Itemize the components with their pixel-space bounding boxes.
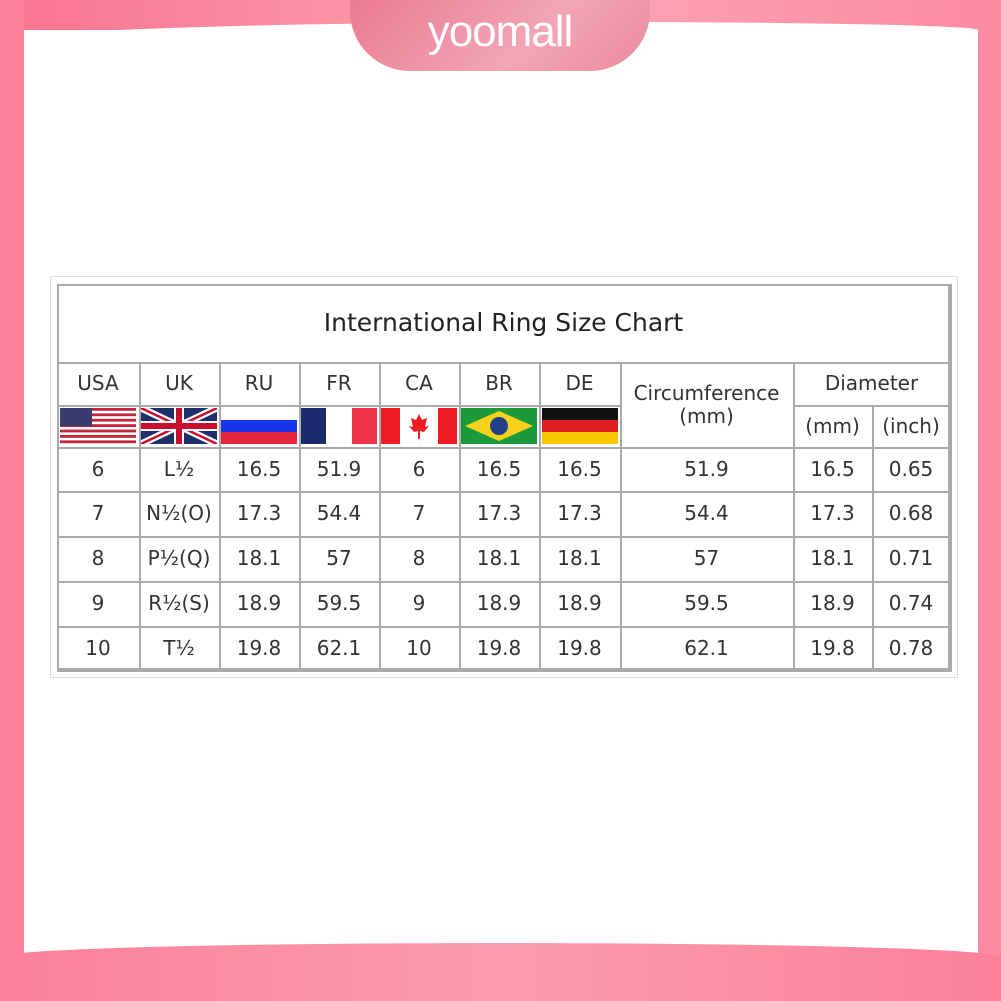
table-cell: 19.8 <box>459 626 541 672</box>
flag-cell-ru <box>219 405 301 449</box>
table-cell: 18.1 <box>793 536 874 583</box>
table-cell: L½ <box>139 447 221 493</box>
circumference-label: Circumference <box>633 380 780 405</box>
logo-text: yoomall <box>427 6 574 56</box>
diameter-unit-inch: (inch) <box>872 405 952 449</box>
flag-cell-uk <box>139 405 221 449</box>
table-cell: 18.9 <box>459 581 541 628</box>
table-cell: 17.3 <box>459 491 541 538</box>
flag-cell-usa <box>57 405 141 449</box>
table-cell: 18.9 <box>793 581 874 628</box>
column-header-usa: USA <box>57 362 141 407</box>
table-cell: 7 <box>379 491 461 538</box>
brazil-flag-icon <box>461 408 537 444</box>
table-cell: 17.3 <box>219 491 301 538</box>
chart-border <box>50 276 958 678</box>
flag-cell-ca <box>379 405 461 449</box>
diameter-header: Diameter <box>793 362 952 407</box>
brand-logo: yoomall <box>350 0 650 71</box>
table-cell: 0.74 <box>872 581 952 628</box>
chart-title: International Ring Size Chart <box>57 284 952 364</box>
france-flag-icon <box>301 408 377 444</box>
frame-right <box>978 0 1001 1001</box>
circumference-unit: (mm) <box>679 403 734 428</box>
table-cell: 59.5 <box>620 581 795 628</box>
table-cell: P½(Q) <box>139 536 221 583</box>
flag-cell-br <box>459 405 541 449</box>
table-cell: 18.9 <box>539 581 622 628</box>
table-cell: 0.78 <box>872 626 952 672</box>
table-cell: 57 <box>620 536 795 583</box>
table-cell: 62.1 <box>620 626 795 672</box>
circumference-header: Circumference (mm) <box>620 362 795 449</box>
table-cell: 6 <box>57 447 141 493</box>
table-cell: 10 <box>57 626 141 672</box>
table-cell: 9 <box>379 581 461 628</box>
germany-flag-icon <box>541 408 618 444</box>
table-cell: T½ <box>139 626 221 672</box>
table-cell: 18.9 <box>219 581 301 628</box>
table-cell: 0.71 <box>872 536 952 583</box>
frame-left <box>0 0 24 1001</box>
table-cell: 59.5 <box>299 581 381 628</box>
table-cell: 0.68 <box>872 491 952 538</box>
russia-flag-icon <box>221 408 297 444</box>
table-cell: 0.65 <box>872 447 952 493</box>
table-cell: 18.1 <box>219 536 301 583</box>
table-cell: 16.5 <box>539 447 622 493</box>
table-cell: 54.4 <box>299 491 381 538</box>
diameter-unit-mm: (mm) <box>793 405 874 449</box>
table-cell: 10 <box>379 626 461 672</box>
table-cell: 6 <box>379 447 461 493</box>
table-cell: 17.3 <box>539 491 622 538</box>
column-header-uk: UK <box>139 362 221 407</box>
ring-size-table: International Ring Size Chart USA UK RU FR CA… <box>57 284 952 672</box>
column-header-ca: CA <box>379 362 461 407</box>
column-header-br: BR <box>459 362 541 407</box>
table-cell: 18.1 <box>539 536 622 583</box>
table-cell: 16.5 <box>459 447 541 493</box>
table-cell: 7 <box>57 491 141 538</box>
column-header-ru: RU <box>219 362 301 407</box>
table-cell: 18.1 <box>459 536 541 583</box>
canada-flag-icon <box>381 408 457 444</box>
column-header-fr: FR <box>299 362 381 407</box>
table-cell: 19.8 <box>793 626 874 672</box>
frame-bottom <box>0 943 1001 1001</box>
column-header-de: DE <box>539 362 622 407</box>
uk-flag-icon <box>141 408 217 444</box>
table-cell: 16.5 <box>793 447 874 493</box>
table-cell: 19.8 <box>539 626 622 672</box>
table-cell: 19.8 <box>219 626 301 672</box>
usa-flag-icon <box>60 408 136 444</box>
table-cell: 51.9 <box>620 447 795 493</box>
flag-cell-de <box>539 405 622 449</box>
table-cell: 17.3 <box>793 491 874 538</box>
table-cell: 16.5 <box>219 447 301 493</box>
table-cell: 62.1 <box>299 626 381 672</box>
table-cell: 51.9 <box>299 447 381 493</box>
table-cell: 54.4 <box>620 491 795 538</box>
table-cell: R½(S) <box>139 581 221 628</box>
table-cell: 8 <box>379 536 461 583</box>
table-cell: N½(O) <box>139 491 221 538</box>
table-cell: 9 <box>57 581 141 628</box>
flag-cell-fr <box>299 405 381 449</box>
table-cell: 8 <box>57 536 141 583</box>
table-cell: 57 <box>299 536 381 583</box>
